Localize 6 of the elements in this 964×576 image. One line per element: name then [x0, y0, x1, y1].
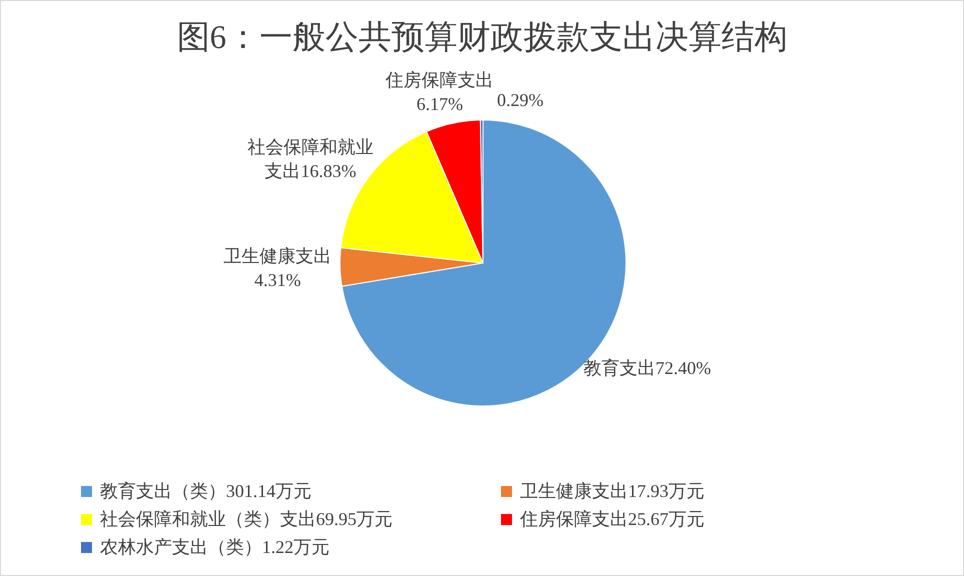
legend-label: 教育支出（类）301.14万元: [100, 480, 312, 503]
title: 图6：一般公共预算财政拨款支出决算结构: [176, 19, 788, 58]
legend-label: 卫生健康支出17.93万元: [520, 480, 704, 503]
legend-label: 农林水产支出（类）1.22万元: [100, 536, 330, 559]
legend-label: 住房保障支出25.67万元: [520, 508, 704, 531]
legend-label: 社会保障和就业（类）支出69.95万元: [100, 508, 392, 531]
